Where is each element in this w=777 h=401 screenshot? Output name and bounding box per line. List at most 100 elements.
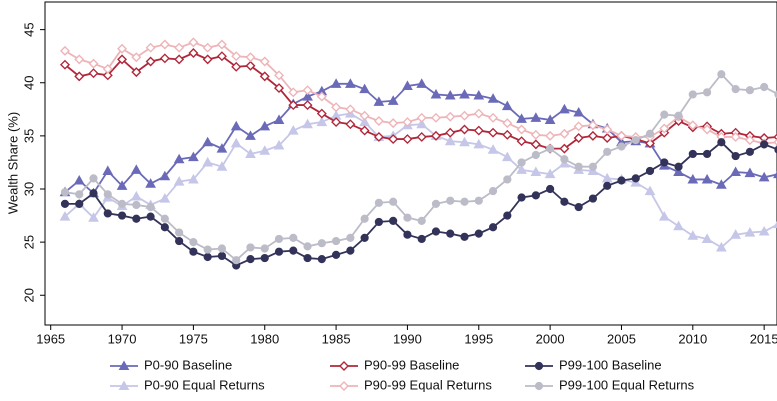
data-point bbox=[274, 247, 284, 256]
data-point bbox=[302, 91, 313, 101]
data-point bbox=[331, 117, 342, 128]
data-point bbox=[715, 241, 727, 252]
data-point bbox=[403, 213, 412, 222]
data-point bbox=[631, 174, 640, 183]
data-point bbox=[373, 131, 384, 142]
data-point bbox=[188, 151, 199, 162]
data-point bbox=[132, 214, 141, 223]
y-tick-label: 25 bbox=[21, 235, 36, 249]
legend-label: P99-100 Equal Returns bbox=[559, 377, 695, 392]
data-point bbox=[773, 221, 777, 229]
data-point bbox=[659, 123, 670, 134]
data-point bbox=[773, 133, 777, 141]
data-point bbox=[744, 135, 755, 146]
data-point bbox=[360, 214, 369, 223]
data-point bbox=[231, 61, 242, 72]
data-point bbox=[174, 54, 185, 65]
data-point bbox=[389, 197, 398, 206]
data-point bbox=[702, 88, 712, 97]
data-point bbox=[403, 230, 412, 239]
data-point bbox=[530, 139, 541, 150]
data-point bbox=[574, 202, 583, 212]
data-point bbox=[331, 102, 342, 113]
data-point bbox=[89, 174, 98, 183]
data-point bbox=[517, 193, 526, 202]
data-point bbox=[688, 149, 697, 159]
data-point bbox=[474, 229, 483, 238]
data-point bbox=[117, 211, 127, 220]
data-point bbox=[302, 85, 313, 96]
data-point bbox=[203, 245, 212, 254]
data-point bbox=[359, 110, 370, 121]
data-point bbox=[459, 136, 470, 147]
data-point bbox=[559, 143, 570, 154]
data-point bbox=[687, 173, 699, 184]
data-point bbox=[446, 229, 455, 238]
data-point bbox=[217, 244, 227, 253]
data-point bbox=[645, 166, 655, 176]
data-point bbox=[715, 179, 727, 189]
data-point bbox=[587, 120, 598, 131]
data-point bbox=[431, 227, 441, 236]
data-point bbox=[117, 54, 128, 65]
legend-label: P99-100 Baseline bbox=[559, 357, 662, 372]
data-point bbox=[245, 130, 256, 140]
data-point bbox=[674, 162, 683, 171]
data-point bbox=[546, 184, 555, 194]
data-point bbox=[359, 125, 370, 136]
data-point bbox=[702, 124, 713, 135]
x-tick-label: 1985 bbox=[322, 331, 351, 346]
data-point bbox=[430, 130, 441, 141]
data-point bbox=[660, 110, 669, 119]
data-point bbox=[160, 223, 169, 232]
data-point bbox=[559, 103, 570, 114]
data-point bbox=[530, 166, 542, 176]
data-point bbox=[503, 211, 512, 220]
y-axis-title: Wealth Share (%) bbox=[5, 112, 20, 214]
legend-label: P0-90 Baseline bbox=[144, 357, 232, 372]
data-point bbox=[487, 93, 499, 103]
data-point bbox=[74, 71, 85, 82]
data-point bbox=[131, 67, 142, 78]
data-point bbox=[574, 162, 583, 171]
data-point bbox=[745, 86, 754, 95]
data-point bbox=[760, 140, 769, 149]
data-point bbox=[202, 136, 214, 147]
x-tick-label: 1980 bbox=[250, 331, 279, 346]
data-point bbox=[488, 127, 499, 138]
data-point bbox=[145, 56, 156, 67]
data-point bbox=[388, 134, 399, 145]
x-tick-label: 1970 bbox=[108, 331, 137, 346]
data-point bbox=[159, 39, 170, 50]
data-point bbox=[588, 194, 598, 203]
data-point bbox=[217, 251, 227, 261]
data-point bbox=[616, 130, 627, 141]
data-point bbox=[146, 212, 155, 221]
x-tick-label: 1965 bbox=[36, 331, 65, 346]
data-point bbox=[673, 166, 684, 176]
data-point bbox=[473, 138, 485, 149]
data-point bbox=[59, 211, 71, 221]
data-point bbox=[203, 252, 212, 262]
data-point bbox=[174, 42, 185, 53]
data-point bbox=[288, 100, 299, 111]
data-point bbox=[730, 229, 741, 239]
data-point bbox=[60, 199, 70, 208]
data-point bbox=[516, 124, 527, 135]
data-point bbox=[644, 185, 656, 196]
data-point bbox=[717, 70, 726, 79]
data-point bbox=[246, 243, 255, 252]
data-point bbox=[573, 121, 584, 132]
data-point bbox=[132, 200, 141, 210]
data-point bbox=[517, 158, 526, 167]
data-point bbox=[59, 59, 70, 70]
data-point bbox=[246, 255, 255, 264]
data-point bbox=[431, 199, 441, 208]
data-point bbox=[602, 133, 613, 143]
data-point bbox=[245, 52, 256, 63]
x-tick-label: 2015 bbox=[750, 331, 777, 346]
data-point bbox=[674, 111, 683, 120]
data-point bbox=[560, 197, 569, 206]
data-point bbox=[273, 139, 285, 150]
